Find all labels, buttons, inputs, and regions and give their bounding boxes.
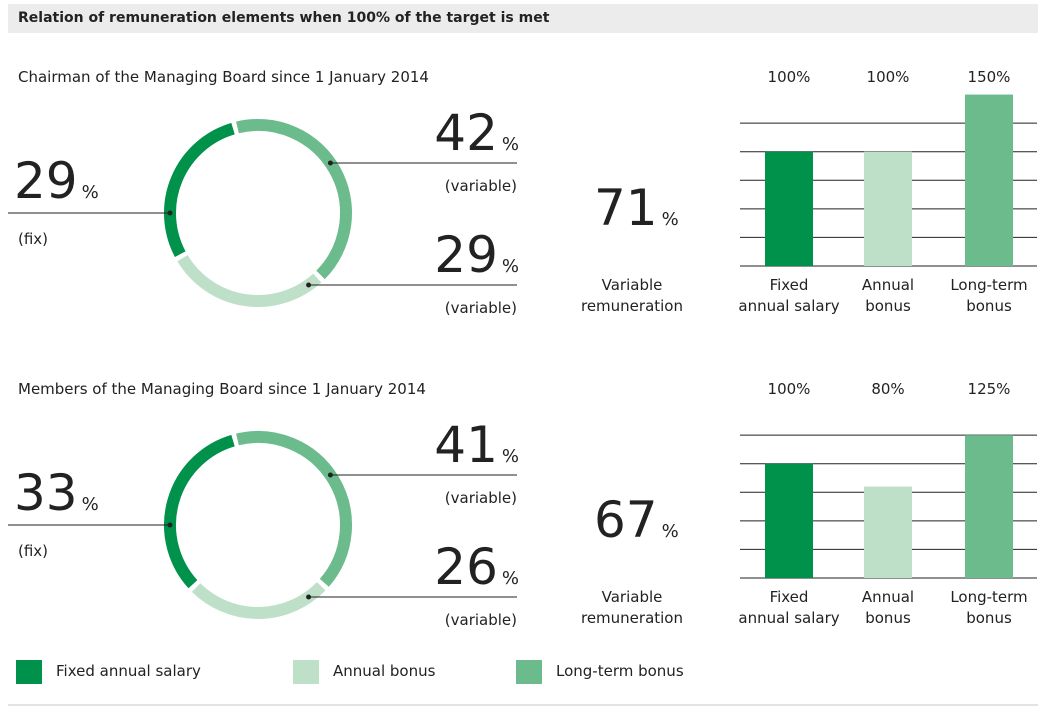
header-title: Relation of remuneration elements when 1… [18,10,550,26]
bar [965,94,1013,266]
bar-value-label: 100% [767,380,811,398]
unit: % [502,446,519,467]
value-label: 42% [434,104,519,162]
section-title: Chairman of the Managing Board since 1 J… [18,68,429,86]
legend-label: Long-term bonus [556,662,684,680]
legend-swatch [16,660,42,684]
legend-label: Fixed annual salary [56,662,201,680]
bar-value-label: 100% [866,68,910,86]
value: 41 [434,416,498,474]
bar-category-label: Annual bonus [861,276,915,315]
bar [864,151,912,266]
value-label: 33% [14,464,99,522]
value: 71 [594,179,658,237]
segment-label: (fix) [18,542,49,560]
segment-label: (variable) [444,611,517,629]
donut-segment [191,581,326,619]
leader-dot [306,282,312,288]
unit: % [662,521,679,542]
value-label: 29% [14,152,99,210]
value-label: 26% [434,538,519,596]
bar-value-label: 125% [967,380,1011,398]
value: 67 [594,491,658,549]
section-title: Members of the Managing Board since 1 Ja… [18,380,426,398]
legend-swatch [516,660,542,684]
bar [765,463,813,578]
total-label: Variable remuneration [580,276,683,315]
leader-dot [306,594,312,600]
unit: % [502,256,519,277]
leader-dot [327,472,333,478]
leader-dot [167,210,173,216]
unit: % [82,182,99,203]
unit: % [502,568,519,589]
bar-value-label: 100% [767,68,811,86]
bar-category-label: Long-term bonus [950,276,1028,315]
unit: % [502,134,519,155]
unit: % [662,209,679,230]
legend-swatch [293,660,319,684]
leader-dot [167,522,173,528]
header: Relation of remuneration elements when 1… [8,4,1038,33]
total-label: Variable remuneration [580,588,683,627]
legend-label: Annual bonus [333,662,436,680]
value: 29 [14,152,78,210]
bar [965,435,1013,578]
segment-label: (variable) [444,489,517,507]
value-label: 41% [434,416,519,474]
segment-label: (variable) [444,177,517,195]
value-label: 29% [434,226,519,284]
bar-category-label: Fixed annual salary [738,588,840,627]
bar-category-label: Long-term bonus [950,588,1028,627]
bar-value-label: 80% [871,380,905,398]
total-value: 67% [594,491,679,549]
value: 26 [434,538,498,596]
donut-segment [164,122,235,257]
segment-label: (fix) [18,230,49,248]
leader-dot [327,160,333,166]
value: 42 [434,104,498,162]
total-value: 71% [594,179,679,237]
bar [864,486,912,578]
bar-value-label: 150% [967,68,1011,86]
value: 33 [14,464,78,522]
donut-segment [236,119,352,280]
segment-label: (variable) [444,299,517,317]
donut-segment [164,434,235,589]
donut-segment [177,255,322,307]
value: 29 [434,226,498,284]
unit: % [82,494,99,515]
bar-category-label: Fixed annual salary [738,276,840,315]
bar-category-label: Annual bonus [861,588,915,627]
bar [765,151,813,266]
donut-segment [236,431,352,587]
